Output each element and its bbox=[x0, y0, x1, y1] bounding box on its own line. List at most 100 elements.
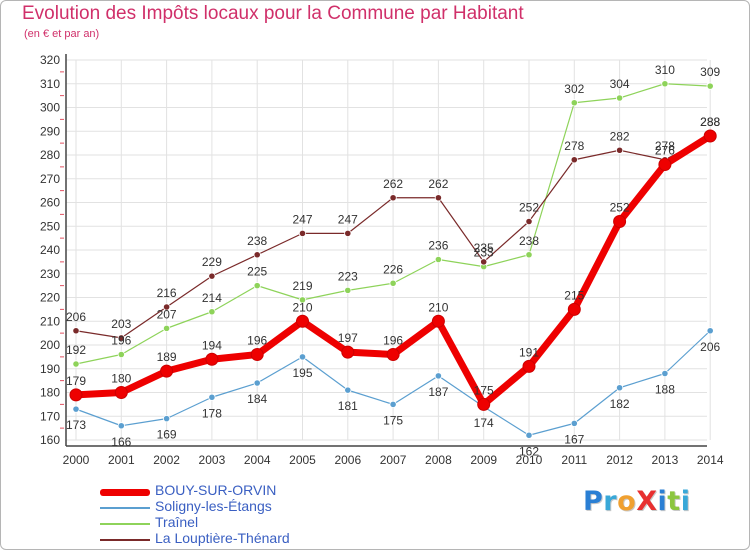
data-point bbox=[615, 384, 624, 392]
data-point bbox=[344, 286, 352, 294]
data-point bbox=[477, 397, 491, 411]
data-point bbox=[706, 82, 714, 90]
chart-title: Evolution des Impôts locaux pour la Comm… bbox=[22, 3, 524, 24]
y-tick-label: 190 bbox=[40, 362, 60, 376]
data-point bbox=[163, 324, 171, 332]
data-point bbox=[250, 348, 264, 361]
data-label: 247 bbox=[292, 212, 312, 226]
data-label: 181 bbox=[338, 399, 358, 413]
data-label: 278 bbox=[655, 139, 675, 153]
y-tick-label: 320 bbox=[40, 53, 60, 67]
data-label: 262 bbox=[383, 177, 403, 191]
data-point bbox=[298, 353, 307, 361]
data-label: 252 bbox=[610, 201, 630, 215]
data-label: 229 bbox=[202, 255, 222, 269]
data-label: 179 bbox=[66, 374, 86, 388]
data-label: 276 bbox=[655, 144, 675, 158]
data-point bbox=[389, 279, 397, 287]
x-tick-label: 2013 bbox=[652, 453, 679, 467]
legend-label: La Louptière-Thénard bbox=[155, 530, 290, 546]
data-point bbox=[208, 308, 216, 316]
data-label: 310 bbox=[655, 63, 675, 77]
y-tick-label: 270 bbox=[40, 172, 60, 186]
y-tick-label: 290 bbox=[40, 124, 60, 138]
x-tick-label: 2006 bbox=[334, 453, 361, 467]
data-label: 288 bbox=[700, 115, 720, 129]
y-tick-label: 230 bbox=[40, 267, 60, 281]
data-point bbox=[480, 258, 488, 266]
x-tick-label: 2004 bbox=[244, 453, 271, 467]
data-label: 184 bbox=[247, 392, 267, 406]
data-point bbox=[522, 359, 536, 373]
data-point bbox=[72, 327, 80, 335]
legend-swatch bbox=[100, 507, 150, 509]
y-tick-label: 220 bbox=[40, 291, 60, 305]
data-label: 219 bbox=[292, 279, 312, 293]
legend-swatch bbox=[100, 539, 150, 541]
data-label: 175 bbox=[474, 383, 494, 397]
data-point bbox=[296, 314, 309, 328]
data-label: 215 bbox=[564, 288, 584, 302]
data-point bbox=[525, 431, 533, 439]
data-point bbox=[615, 94, 624, 102]
data-point bbox=[160, 364, 174, 378]
data-label: 225 bbox=[247, 265, 267, 279]
y-tick-label: 300 bbox=[40, 101, 60, 115]
data-point bbox=[661, 80, 669, 88]
legend-label: Soligny-les-Étangs bbox=[155, 498, 272, 514]
logo-letter: o bbox=[617, 486, 637, 517]
data-point bbox=[525, 251, 533, 259]
x-tick-label: 2005 bbox=[289, 453, 316, 467]
data-label: 233 bbox=[474, 246, 494, 260]
x-tick-label: 2010 bbox=[516, 453, 543, 467]
logo-letter: P bbox=[583, 486, 604, 517]
x-tick-label: 2000 bbox=[63, 453, 90, 467]
data-label: 207 bbox=[157, 307, 177, 321]
data-label: 194 bbox=[202, 338, 222, 352]
data-label: 302 bbox=[564, 82, 584, 96]
data-label: 187 bbox=[428, 385, 448, 399]
y-tick-label: 160 bbox=[40, 433, 60, 447]
data-label: 304 bbox=[610, 77, 630, 91]
data-point bbox=[434, 255, 442, 264]
chart-subtitle: (en € et par an) bbox=[24, 28, 100, 40]
logo-letter: X bbox=[636, 486, 658, 517]
data-label: 282 bbox=[610, 129, 630, 143]
data-label: 238 bbox=[247, 234, 267, 248]
legend-label: BOUY-SUR-ORVIN bbox=[155, 482, 277, 498]
data-label: 247 bbox=[338, 212, 358, 226]
data-point bbox=[570, 99, 578, 107]
logo-letter: r bbox=[603, 486, 618, 517]
data-point bbox=[208, 393, 216, 401]
data-label: 206 bbox=[66, 310, 86, 324]
logo-letter: t bbox=[667, 486, 681, 517]
data-label: 216 bbox=[157, 286, 177, 300]
data-label: 238 bbox=[519, 234, 539, 248]
proxiti-logo: ProXiti bbox=[583, 486, 690, 517]
x-tick-label: 2009 bbox=[470, 453, 497, 467]
data-label: 162 bbox=[519, 444, 539, 458]
x-tick-label: 2014 bbox=[697, 453, 724, 467]
data-label: 178 bbox=[202, 406, 222, 420]
data-label: 223 bbox=[338, 269, 358, 283]
data-label: 196 bbox=[111, 334, 131, 348]
data-point bbox=[72, 360, 80, 368]
data-point bbox=[570, 156, 578, 164]
x-tick-label: 2012 bbox=[606, 453, 633, 467]
legend-label: Traînel bbox=[155, 514, 199, 530]
x-tick-label: 2007 bbox=[380, 453, 407, 467]
data-point bbox=[703, 129, 717, 143]
data-label: 195 bbox=[292, 366, 312, 380]
data-label: 210 bbox=[292, 300, 312, 314]
data-point bbox=[434, 194, 442, 202]
data-label: 180 bbox=[111, 372, 131, 386]
data-label: 203 bbox=[111, 317, 131, 331]
data-point bbox=[117, 350, 125, 359]
data-label: 210 bbox=[428, 300, 448, 314]
data-label: 182 bbox=[610, 397, 630, 411]
data-label: 192 bbox=[66, 343, 86, 357]
data-label: 252 bbox=[519, 201, 539, 215]
legend-swatch bbox=[100, 523, 150, 525]
data-point bbox=[431, 314, 445, 328]
